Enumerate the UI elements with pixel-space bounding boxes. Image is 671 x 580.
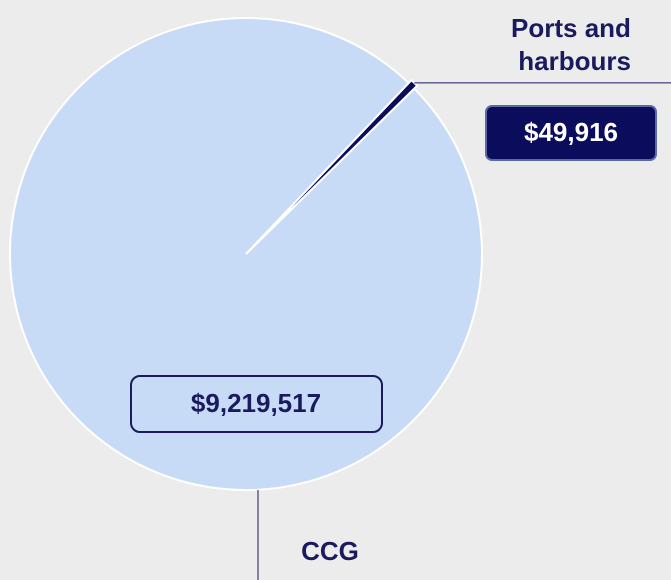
value-label: $49,916	[524, 117, 618, 147]
category-label: Ports and harbours	[511, 13, 631, 76]
value-label: $9,219,517	[191, 388, 321, 418]
category-label: CCG	[301, 536, 359, 566]
value-label-box	[485, 105, 657, 161]
pie-slice	[9, 17, 483, 491]
value-label-box	[130, 375, 383, 433]
pie-slice	[248, 78, 419, 252]
